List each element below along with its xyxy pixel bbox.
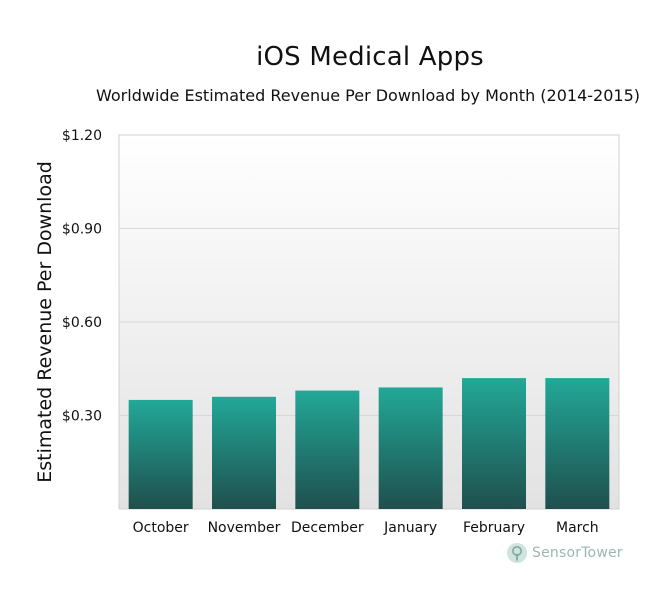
sensor-tower-text: SensorTower [532,545,623,561]
sensor-tower-logo: SensorTower [506,540,623,566]
bar-october [128,399,193,509]
x-tick-label: December [291,520,364,536]
bar-march [545,378,610,509]
x-tick-label: February [463,520,525,536]
bar-december [295,390,360,509]
x-tick-label: November [208,520,281,536]
x-tick-label: October [133,520,189,536]
bar-february [462,378,526,509]
chart-title: iOS Medical Apps [256,42,484,72]
y-tick-label: $0.30 [62,409,102,425]
chart-subtitle: Worldwide Estimated Revenue Per Download… [96,86,640,105]
x-tick-label: March [556,520,599,536]
y-tick-label: $0.90 [62,222,102,238]
y-tick-label: $0.60 [62,315,102,331]
y-tick-label: $1.20 [62,128,102,144]
x-tick-label: January [383,520,437,536]
sensor-tower-icon [507,543,527,563]
bar-november [212,396,276,509]
bar-january [378,387,443,509]
